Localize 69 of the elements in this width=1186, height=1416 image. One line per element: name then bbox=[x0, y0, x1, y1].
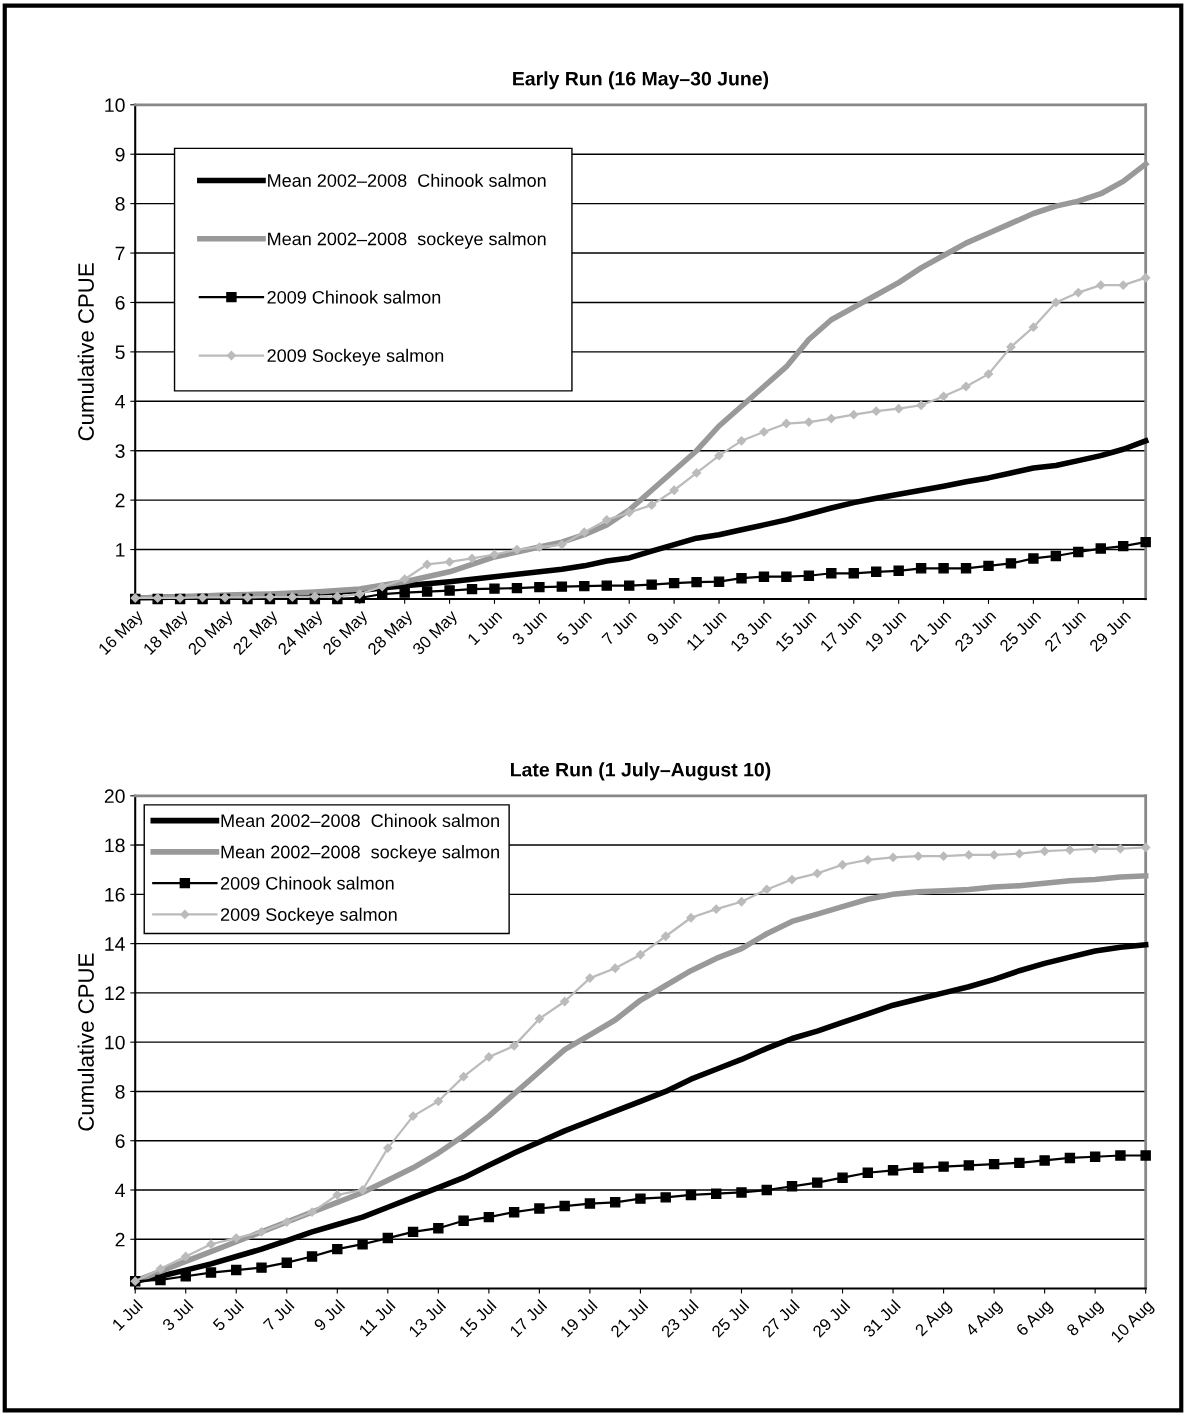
y-tick-label: 14 bbox=[105, 937, 125, 951]
x-tick-label: 29 Jul bbox=[811, 1299, 851, 1338]
x-tick-label: 13 Jul bbox=[407, 1299, 447, 1338]
y-tick-label: 10 bbox=[105, 1035, 125, 1050]
x-tick-label: 1 Jun bbox=[466, 609, 503, 646]
y-tick-label: 2 bbox=[115, 1232, 125, 1247]
x-tick-label: 3 Jul bbox=[161, 1299, 194, 1332]
x-tick-label: 25 Jul bbox=[710, 1299, 750, 1338]
legend-label: 2009 Chinook salmon bbox=[267, 290, 441, 304]
x-tick-label: 31 Jul bbox=[862, 1299, 901, 1338]
x-tick-label: 7 Jul bbox=[262, 1299, 295, 1332]
x-tick-label: 3 Jun bbox=[511, 609, 548, 646]
y-tick-label: 4 bbox=[115, 1183, 125, 1198]
legend-label: Mean 2002–2008 Chinook salmon bbox=[221, 813, 499, 828]
x-tick-label: 4 Aug bbox=[964, 1299, 1005, 1340]
y-axis-title: Cumulative CPUE bbox=[77, 263, 94, 441]
x-tick-label: 21 Jul bbox=[609, 1299, 649, 1338]
y-tick-label: 7 bbox=[115, 246, 125, 261]
y-tick-label: 1 bbox=[116, 543, 125, 557]
x-tick-label: 27 Jul bbox=[761, 1299, 800, 1338]
x-tick-label: 1 Jul bbox=[111, 1299, 144, 1331]
legend-label: Mean 2002–2008 sockeye salmon bbox=[221, 845, 499, 862]
y-tick-label: 16 bbox=[105, 887, 125, 902]
x-tick-label: 10 Aug bbox=[1110, 1299, 1156, 1346]
y-axis-title: Cumulative CPUE bbox=[77, 953, 94, 1131]
x-tick-label: 9 Jun bbox=[646, 609, 683, 646]
y-tick-label: 8 bbox=[115, 197, 125, 211]
x-tick-label: 30 May bbox=[411, 609, 461, 658]
y-tick-label: 6 bbox=[115, 295, 125, 310]
legend-label: Mean 2002–2008 Chinook salmon bbox=[268, 173, 546, 187]
y-tick-label: 10 bbox=[105, 98, 125, 113]
x-tick-label: 8 Aug bbox=[1065, 1299, 1106, 1339]
y-tick-label: 6 bbox=[115, 1134, 125, 1148]
x-tick-label: 5 Jun bbox=[556, 609, 593, 646]
x-tick-label: 29 Jun bbox=[1088, 609, 1132, 653]
legend-label: 2009 Sockeye salmon bbox=[267, 348, 444, 366]
x-tick-label: 19 Jun bbox=[864, 609, 907, 652]
chart-title: Late Run (1 July–August 10) bbox=[511, 762, 771, 781]
x-tick-label: 19 Jul bbox=[559, 1299, 598, 1338]
x-tick-label: 23 Jul bbox=[660, 1299, 699, 1338]
x-tick-label: 13 Jun bbox=[729, 609, 772, 652]
x-tick-label: 25 Jun bbox=[998, 609, 1042, 653]
y-tick-label: 5 bbox=[115, 345, 125, 360]
legend-label: Mean 2002–2008 sockeye salmon bbox=[268, 232, 546, 249]
x-tick-label: 6 Aug bbox=[1015, 1299, 1055, 1339]
y-tick-label: 20 bbox=[104, 789, 125, 804]
x-tick-label: 7 Jun bbox=[601, 609, 638, 646]
y-tick-label: 18 bbox=[105, 838, 125, 853]
y-tick-label: 4 bbox=[115, 394, 125, 409]
y-tick-label: 3 bbox=[115, 444, 125, 458]
x-tick-label: 9 Jul bbox=[312, 1299, 346, 1332]
x-tick-label: 2 Aug bbox=[914, 1299, 954, 1339]
y-tick-label: 9 bbox=[115, 147, 125, 162]
x-tick-label: 15 Jun bbox=[774, 609, 817, 652]
x-tick-label: 27 Jun bbox=[1043, 609, 1087, 653]
y-tick-label: 8 bbox=[115, 1084, 125, 1099]
x-tick-label: 17 Jul bbox=[508, 1299, 548, 1338]
legend-label: 2009 Chinook salmon bbox=[220, 876, 394, 890]
x-tick-label: 5 Jul bbox=[211, 1299, 245, 1332]
x-tick-label: 21 Jun bbox=[909, 609, 952, 653]
y-tick-label: 12 bbox=[105, 986, 125, 1000]
x-tick-label: 15 Jul bbox=[458, 1299, 497, 1338]
x-tick-label: 23 Jun bbox=[954, 609, 997, 653]
legend-label: 2009 Sockeye salmon bbox=[220, 907, 397, 925]
x-tick-label: 11 Jun bbox=[685, 609, 727, 651]
x-tick-label: 17 Jun bbox=[819, 609, 862, 652]
chart-title: Early Run (16 May–30 June) bbox=[513, 71, 769, 90]
y-tick-label: 2 bbox=[115, 493, 125, 508]
x-tick-label: 11 Jul bbox=[358, 1299, 396, 1337]
